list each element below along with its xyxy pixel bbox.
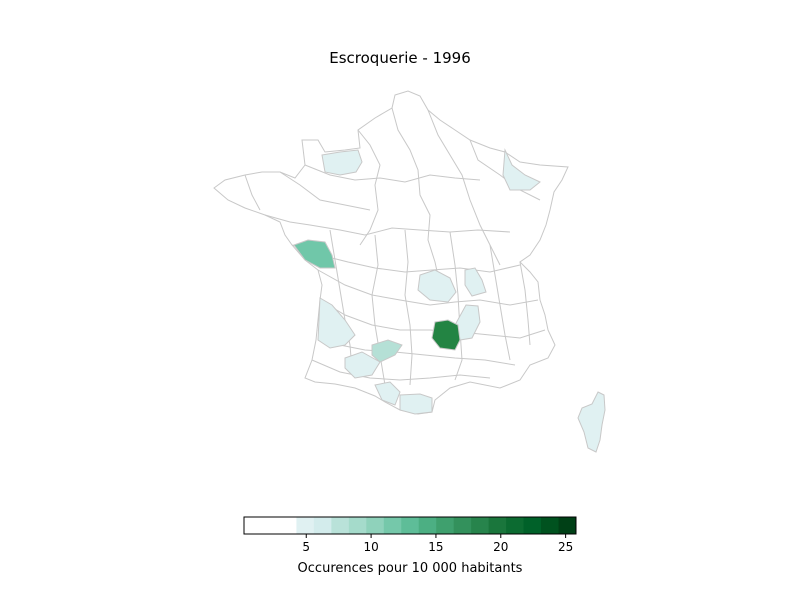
region-gers bbox=[344, 351, 381, 379]
colorbar-bin bbox=[541, 517, 560, 534]
map-title: Escroquerie - 1996 bbox=[329, 49, 471, 67]
colorbar-tick-label: 25 bbox=[558, 540, 573, 554]
department-boundaries bbox=[244, 107, 546, 386]
colorbar-bin bbox=[296, 517, 315, 534]
colorbar-tick-label: 20 bbox=[493, 540, 508, 554]
colorbar-tick-label: 5 bbox=[302, 540, 310, 554]
colorbar-bin bbox=[418, 517, 437, 534]
region-ariege bbox=[399, 393, 433, 415]
region-corse bbox=[577, 391, 606, 453]
colorbar-bin bbox=[383, 517, 402, 534]
colorbar-bin bbox=[401, 517, 420, 534]
region-lozere bbox=[431, 319, 461, 351]
colorbar-bin bbox=[278, 517, 297, 534]
colorbar-bin bbox=[558, 517, 577, 534]
france-outline bbox=[213, 90, 569, 415]
colorbar-bin bbox=[366, 517, 385, 534]
region-tarn-et-garonne bbox=[371, 339, 403, 363]
colorbar-bin bbox=[506, 517, 525, 534]
colorbar-bin bbox=[313, 517, 332, 534]
region-gironde bbox=[317, 297, 356, 349]
colorbar-bin bbox=[523, 517, 542, 534]
region-manche bbox=[321, 149, 363, 176]
colorbar-bin bbox=[453, 517, 472, 534]
colorbar-tick-label: 15 bbox=[428, 540, 443, 554]
region-moselle bbox=[502, 148, 541, 191]
highlighted-regions bbox=[293, 148, 606, 453]
colorbar-label: Occurences pour 10 000 habitants bbox=[297, 561, 523, 576]
colorbar-bin bbox=[261, 517, 280, 534]
colorbar-bin bbox=[331, 517, 350, 534]
colorbar-bin bbox=[488, 517, 507, 534]
region-vendee bbox=[293, 239, 336, 269]
region-haute-garonne bbox=[374, 381, 401, 406]
colorbar: 5 10 15 20 25 bbox=[243, 516, 577, 554]
region-puy-de-dome bbox=[417, 269, 457, 303]
colorbar-bin bbox=[471, 517, 490, 534]
colorbar-tick-label: 10 bbox=[363, 540, 378, 554]
region-ain bbox=[464, 267, 487, 297]
colorbar-bin bbox=[348, 517, 367, 534]
colorbar-bin bbox=[436, 517, 455, 534]
colorbar-frame bbox=[243, 516, 577, 535]
colorbar-bin bbox=[244, 517, 262, 534]
